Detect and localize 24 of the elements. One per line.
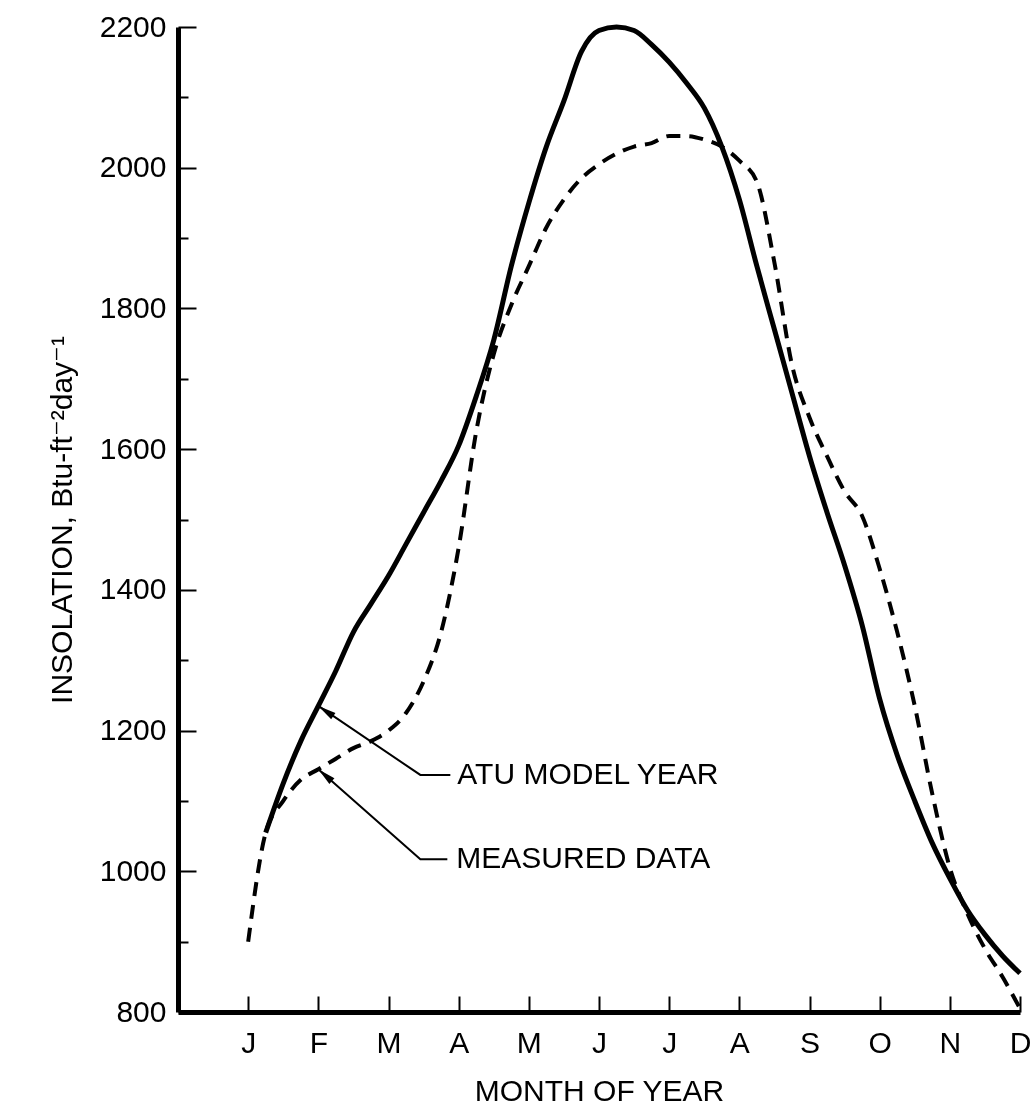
x-tick-label: A bbox=[729, 1025, 750, 1059]
y-tick-label: 1200 bbox=[99, 713, 167, 747]
annotation: ATU MODEL YEAR bbox=[457, 756, 719, 790]
x-tick-label: J bbox=[592, 1025, 607, 1059]
x-tick-label: F bbox=[309, 1025, 328, 1059]
x-tick-label: M bbox=[376, 1025, 402, 1059]
y-axis-title: INSOLATION, Btu-ft⁻²day⁻¹ bbox=[44, 336, 78, 704]
x-tick-label: J bbox=[241, 1025, 257, 1059]
x-axis-title: MONTH OF YEAR bbox=[474, 1073, 725, 1107]
x-tick-label: N bbox=[939, 1025, 962, 1059]
y-tick-label: 1400 bbox=[99, 572, 167, 606]
annotation: MEASURED DATA bbox=[456, 841, 711, 875]
y-tick-label: 1600 bbox=[99, 431, 167, 465]
x-tick-label: J bbox=[662, 1025, 678, 1059]
y-tick-label: 2000 bbox=[99, 150, 167, 184]
y-tick-label: 2200 bbox=[99, 9, 167, 43]
x-tick-label: M bbox=[516, 1025, 542, 1059]
x-tick-label: S bbox=[799, 1025, 821, 1059]
y-tick-label: 800 bbox=[116, 994, 167, 1028]
x-tick-label: D bbox=[1009, 1025, 1031, 1059]
y-tick-label: 1800 bbox=[99, 290, 167, 324]
y-tick-label: 1000 bbox=[99, 853, 167, 887]
x-tick-label: A bbox=[449, 1025, 470, 1059]
x-tick-label: O bbox=[868, 1025, 892, 1059]
